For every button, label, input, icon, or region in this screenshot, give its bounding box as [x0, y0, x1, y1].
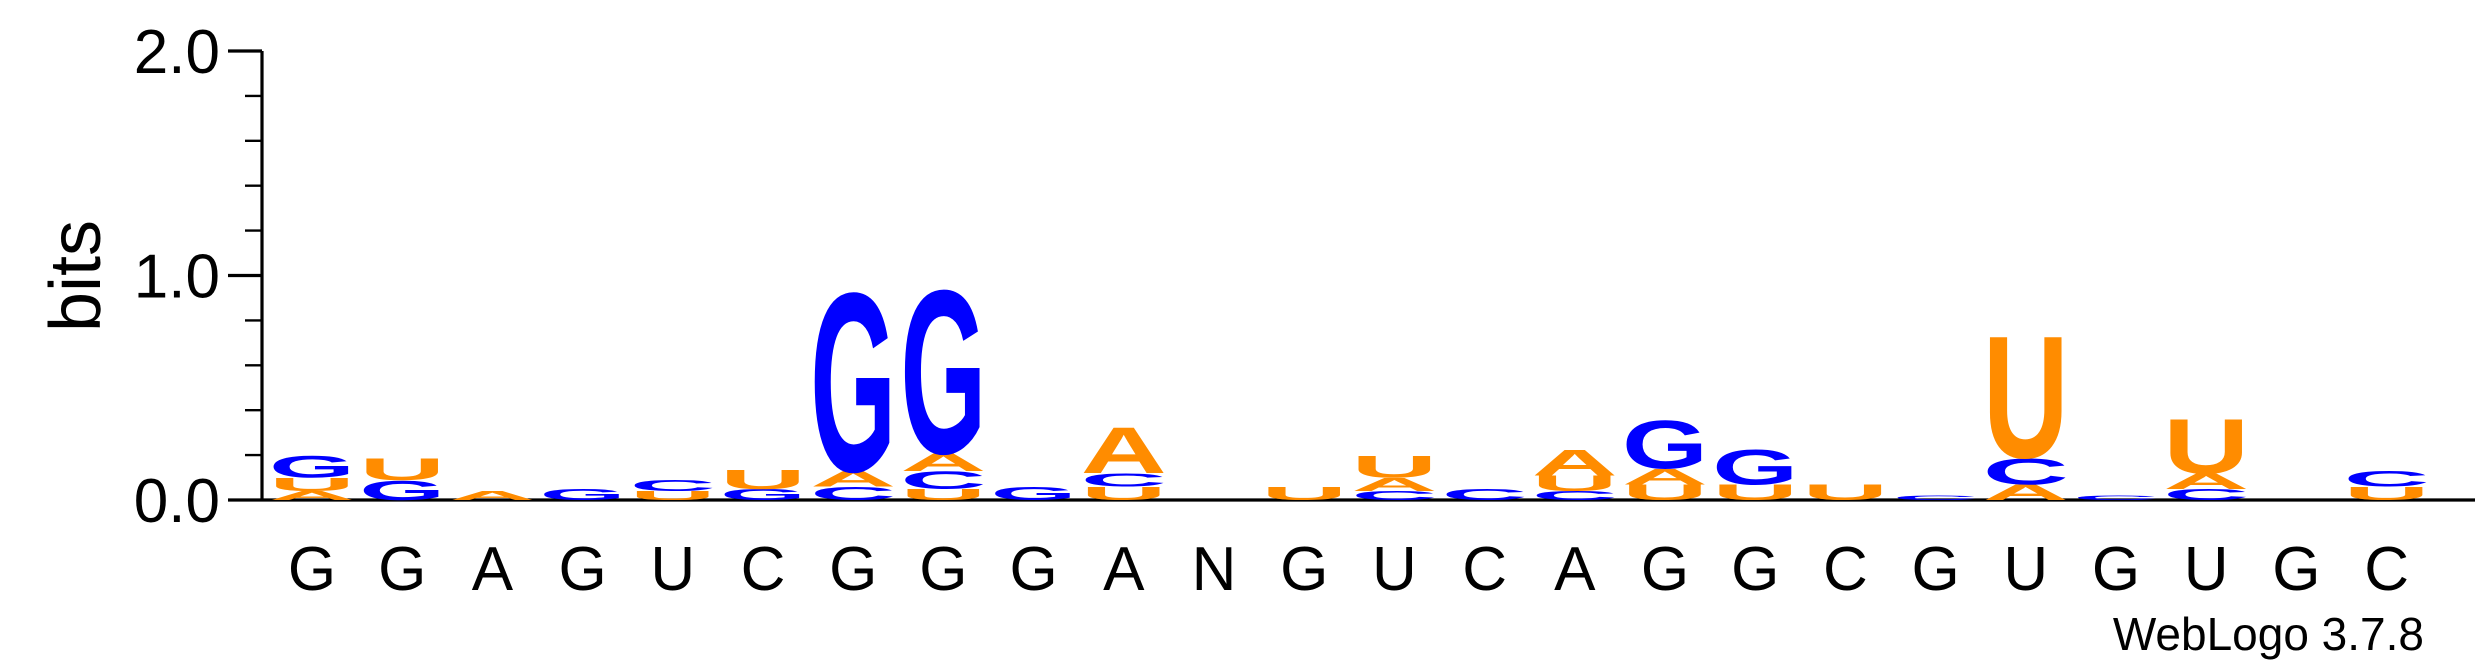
x-position-label: G	[558, 535, 606, 604]
logo-letter-g: G	[720, 486, 806, 503]
y-axis-title: bits	[36, 220, 116, 332]
logo-letter-g: G	[1712, 439, 1798, 495]
logo-letter-c: C	[2163, 486, 2249, 503]
logo-letter-g: G	[810, 240, 896, 526]
logo-letter-u: U	[1622, 481, 1708, 505]
y-axis: 0.0 1.0 2.0 bits	[36, 18, 264, 536]
logo-letter-c: C	[810, 483, 896, 504]
logo-letter-a: A	[2163, 469, 2249, 493]
logo-letter-u: U	[1983, 300, 2069, 495]
logo-letter-c: C	[1081, 470, 1167, 491]
x-position-label: U	[1372, 535, 1417, 604]
x-position-label: G	[378, 535, 426, 604]
logo-letter-c: C	[900, 466, 986, 494]
logo-letter-u: U	[1351, 450, 1437, 485]
x-position-label: U	[2003, 535, 2048, 604]
weblogo-credit: WebLogo 3.7.8	[2113, 608, 2424, 660]
x-position-label: C	[741, 535, 786, 604]
x-position-label: A	[472, 535, 514, 604]
logo-letter-u: U	[1712, 481, 1798, 505]
logo-letter-c: C	[1532, 489, 1618, 503]
logo-letter-a: A	[1532, 441, 1618, 483]
x-position-label: A	[1103, 535, 1145, 604]
logo-letter-c: C	[630, 477, 716, 494]
logo-letter-u: U	[1081, 483, 1167, 504]
x-position-label: G	[2272, 535, 2320, 604]
x-position-label: U	[650, 535, 695, 604]
logo-letter-g: G	[991, 483, 1077, 504]
logo-letter-c: C	[2344, 467, 2430, 491]
logo-letter-a: A	[1983, 481, 2069, 505]
logo-letter-u: U	[900, 486, 986, 503]
logo-letter-u: U	[720, 464, 806, 495]
logo-letter-g: G	[540, 486, 626, 503]
logo-letter-g: G	[269, 450, 355, 485]
y-tick-label: 1.0	[134, 243, 220, 312]
logo-letter-u: U	[2163, 403, 2249, 490]
logo-letter-u: U	[359, 452, 445, 487]
x-position-label: C	[2364, 535, 2409, 604]
logo-letter-g: G	[1622, 407, 1708, 483]
logo-letter-a: A	[269, 489, 355, 503]
logo-letter-g: G	[359, 475, 445, 506]
logo-letter-u: U	[269, 474, 355, 495]
logo-letter-u: U	[630, 489, 716, 503]
x-position-label: G	[1731, 535, 1779, 604]
x-position-label: A	[1554, 535, 1596, 604]
logo-letter-u: U	[2344, 483, 2430, 504]
x-position-label: G	[919, 535, 967, 604]
logo-letter-c: C	[1893, 494, 1979, 501]
x-position-label: C	[1823, 535, 1868, 604]
x-position-label: G	[829, 535, 877, 604]
x-position-label: G	[1280, 535, 1328, 604]
logo-letter-a: A	[449, 489, 535, 503]
logo-letter-u: U	[1261, 483, 1347, 504]
y-tick-label: 2.0	[134, 18, 220, 87]
x-position-label: N	[1192, 535, 1237, 604]
logo-letter-u: U	[1532, 472, 1618, 496]
logo-letter-a: A	[900, 448, 986, 476]
logo-letter-u: U	[1802, 481, 1888, 505]
x-position-label: G	[1641, 535, 1689, 604]
x-position-label: U	[2184, 535, 2229, 604]
x-position-label: G	[1009, 535, 1057, 604]
logo-letter-a: A	[1622, 465, 1708, 489]
logo-letter-c: C	[1351, 489, 1437, 503]
logo-letter-a: A	[1081, 414, 1167, 487]
x-position-label: C	[1462, 535, 1507, 604]
y-axis-ticks: 0.0 1.0 2.0	[134, 18, 262, 536]
logo-letter-a: A	[810, 467, 896, 491]
logo-letter-c: C	[2073, 494, 2159, 501]
logo-letter-c: C	[1983, 450, 2069, 492]
x-position-label: G	[1911, 535, 1959, 604]
x-position-label: G	[2092, 535, 2140, 604]
logo-letter-c: C	[1442, 486, 1528, 503]
logo-letter-a: A	[1351, 474, 1437, 495]
logo-letter-g: G	[900, 241, 986, 503]
y-tick-label: 0.0	[134, 467, 220, 536]
x-position-label: G	[288, 535, 336, 604]
